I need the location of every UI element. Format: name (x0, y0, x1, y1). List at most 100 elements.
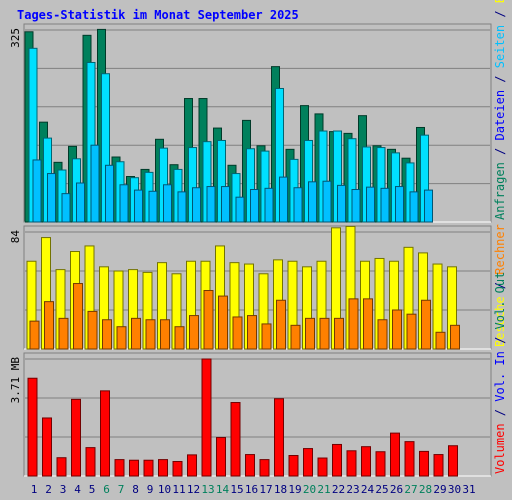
x-tick-label: 14 (216, 483, 230, 496)
bar (290, 324, 301, 350)
bar (424, 189, 433, 223)
bar (90, 144, 100, 223)
bar (276, 299, 286, 350)
bar (230, 402, 241, 477)
bar (433, 454, 444, 477)
bar (274, 398, 284, 477)
bar (216, 437, 226, 477)
bar (177, 191, 187, 223)
bar (250, 189, 259, 223)
bar (390, 432, 400, 477)
bar (363, 298, 373, 350)
bar (201, 358, 212, 477)
bar (279, 176, 288, 223)
bar (172, 460, 183, 477)
panel-max-label: 325 (9, 28, 22, 48)
x-tick-label: 11 (172, 483, 185, 496)
bar (131, 317, 141, 350)
legend-entry: / (493, 402, 507, 424)
x-tick-label: 28 (419, 483, 432, 496)
chart-panels: 325 Anfragen / Dateien / Seiten / Besuche… (9, 0, 507, 477)
legend-entry: / (493, 68, 507, 90)
x-tick-label: 24 (361, 483, 375, 496)
bar (264, 187, 274, 223)
bar (361, 446, 371, 477)
bar (102, 319, 112, 350)
x-tick-label: 15 (230, 483, 243, 496)
bar (116, 326, 127, 350)
x-tick-label: 6 (103, 483, 110, 496)
bar (261, 323, 272, 350)
x-tick-label: 26 (390, 483, 403, 496)
bar (346, 450, 357, 477)
bar (375, 451, 386, 477)
bar (119, 184, 129, 223)
bar (380, 187, 390, 223)
bar (392, 309, 402, 350)
panel-legend-label: Volumen / Vol. In / Vol. Out (493, 272, 507, 474)
panel-max-label: 84 (9, 230, 22, 244)
bar (395, 186, 404, 223)
bar (32, 159, 42, 223)
bar (419, 450, 429, 477)
bar (235, 196, 245, 223)
bar (158, 459, 168, 477)
bar (332, 443, 342, 477)
bar (293, 187, 303, 223)
bar (71, 398, 81, 477)
bar (189, 315, 199, 350)
x-tick-label: 22 (332, 483, 345, 496)
bar (145, 319, 156, 350)
bar (29, 320, 40, 350)
bar (334, 317, 344, 350)
legend-entry: Vol. In (493, 351, 507, 402)
bar (129, 459, 139, 477)
x-tick-label: 30 (448, 483, 461, 496)
bar (377, 319, 388, 350)
bar (322, 180, 332, 223)
panel-requests: 325 Anfragen / Dateien / Seiten / Besuche (9, 0, 507, 223)
bar (303, 448, 313, 477)
bar (44, 301, 54, 350)
bar (351, 189, 361, 223)
panel-visits: 84 Besuche / Rechner (9, 224, 507, 350)
legend-entry: / (493, 141, 507, 163)
bar (100, 390, 110, 477)
legend-entry: Rechner (493, 224, 507, 275)
legend-entry: Volumen (493, 423, 507, 474)
bar (58, 317, 69, 350)
bar (245, 454, 255, 477)
bar (174, 326, 185, 350)
legend-entry: Vol. Out (493, 272, 507, 330)
bar (305, 317, 315, 350)
bar (206, 186, 216, 223)
bar (192, 187, 201, 223)
panel-legend-label: Anfragen / Dateien / Seiten / Besuche (493, 0, 507, 220)
bar (218, 295, 228, 350)
bar (308, 181, 317, 223)
x-tick-label: 8 (132, 483, 139, 496)
x-tick-label: 20 (303, 483, 316, 496)
bar (73, 283, 83, 350)
bar (160, 319, 170, 350)
bar (337, 184, 346, 223)
legend-entry: / (493, 329, 507, 351)
x-tick-label: 18 (274, 483, 287, 496)
legend-entry: / (493, 275, 507, 297)
bar (42, 417, 52, 477)
bar (259, 459, 270, 477)
bar (187, 454, 197, 477)
bar (85, 447, 96, 477)
series-rechner (29, 283, 460, 350)
bar (105, 164, 114, 223)
bar (203, 290, 214, 350)
x-tick-label: 25 (375, 483, 388, 496)
x-tick-label: 7 (118, 483, 125, 496)
bar (232, 316, 243, 350)
panel-legend-label: Besuche / Rechner (493, 224, 507, 347)
x-tick-label: 10 (158, 483, 171, 496)
series-seiten (32, 144, 433, 223)
bar (406, 313, 417, 350)
bar (319, 317, 330, 350)
